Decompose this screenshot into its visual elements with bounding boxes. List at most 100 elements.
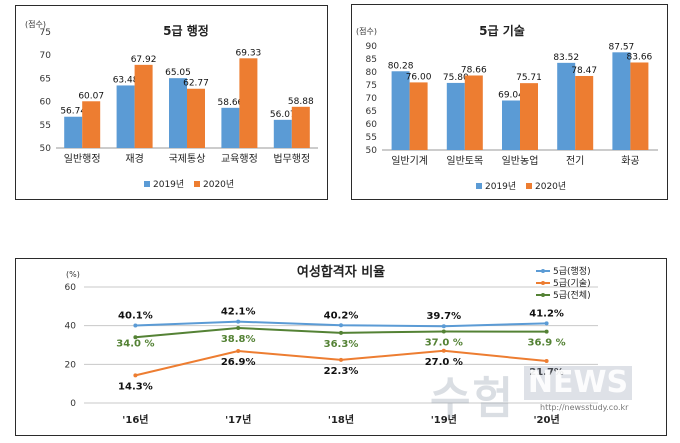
bar-2020년 bbox=[291, 106, 310, 148]
bar-2020년 bbox=[82, 101, 101, 148]
series-point bbox=[133, 323, 138, 328]
chart-panel-tech: 5급 기술 (점수) 50 55 60 65 70 75 80 85 90 80.28 76.00 일반기… bbox=[351, 4, 668, 200]
y-tick-label: 50 bbox=[366, 146, 378, 156]
series-point bbox=[544, 359, 549, 364]
legend-label: 2019년 bbox=[485, 181, 516, 192]
x-category-label: 전기 bbox=[566, 155, 584, 167]
chart-title: 5급 기술 bbox=[479, 23, 525, 38]
bar-value-label: 83.52 bbox=[553, 53, 579, 63]
bar-value-label: 56.07 bbox=[270, 110, 296, 120]
y-tick-label: 60 bbox=[366, 120, 378, 130]
bar-2019년 bbox=[612, 52, 631, 150]
bar-value-label: 67.92 bbox=[131, 55, 157, 65]
y-tick-label: 20 bbox=[65, 360, 77, 370]
y-tick-label: 40 bbox=[65, 322, 77, 332]
series-point bbox=[236, 319, 241, 324]
bar-2019년 bbox=[273, 119, 292, 148]
data-label: 27.0 % bbox=[425, 357, 463, 368]
bar-value-label: 76.00 bbox=[406, 72, 432, 82]
bar-2019년 bbox=[64, 116, 83, 148]
bar-2020년 bbox=[239, 58, 258, 148]
y-tick-label: 60 bbox=[65, 283, 77, 293]
bar-value-label: 80.28 bbox=[388, 61, 414, 71]
y-tick-label: 60 bbox=[40, 98, 52, 108]
data-label: 26.9% bbox=[221, 357, 256, 368]
series-point bbox=[441, 324, 446, 329]
legend-marker bbox=[541, 269, 545, 273]
x-category-label: '19년 bbox=[431, 413, 457, 426]
bar-2019년 bbox=[169, 78, 187, 148]
y-tick-label: 70 bbox=[366, 94, 378, 104]
y-axis-unit: (점수) bbox=[25, 19, 46, 29]
legend-marker bbox=[541, 293, 545, 297]
chart-title: 5급 행정 bbox=[163, 23, 209, 38]
series-point bbox=[544, 321, 549, 326]
bar-2019년 bbox=[557, 62, 576, 150]
x-category-label: '18년 bbox=[328, 413, 354, 426]
series-point bbox=[544, 329, 549, 334]
bar-value-label: 58.66 bbox=[218, 98, 244, 108]
bar-value-label: 69.33 bbox=[236, 48, 262, 58]
x-category-label: 일반행정 bbox=[64, 153, 101, 165]
bar-2020년 bbox=[630, 62, 649, 150]
bar-value-label: 62.77 bbox=[183, 79, 209, 89]
x-category-label: 재경 bbox=[125, 152, 143, 165]
admin-score-bar-chart: 5급 행정 (점수) 50 55 60 65 70 75 56.74 60.07 일반행정 63.48… bbox=[25, 19, 318, 190]
data-label: 41.2% bbox=[529, 308, 564, 319]
bar-value-label: 75.80 bbox=[443, 73, 469, 83]
x-category-label: 교육행정 bbox=[221, 153, 258, 165]
y-tick-label: 55 bbox=[40, 121, 51, 131]
bar-value-label: 87.57 bbox=[609, 42, 635, 52]
series-point bbox=[339, 357, 343, 362]
legend-label: 2020년 bbox=[203, 179, 234, 190]
y-tick-label: 75 bbox=[40, 28, 51, 38]
legend-label: 2019년 bbox=[153, 179, 184, 190]
legend-marker bbox=[541, 281, 545, 285]
bar-2019년 bbox=[116, 85, 135, 148]
data-label: 40.1% bbox=[118, 310, 153, 321]
y-tick-label: 0 bbox=[70, 399, 76, 409]
y-tick-label: 70 bbox=[40, 51, 52, 61]
x-category-label: 일반기계 bbox=[391, 155, 428, 167]
series-point bbox=[236, 348, 241, 353]
y-tick-label: 85 bbox=[366, 55, 377, 65]
chart-panel-female-ratio: 여성합격자 비율 (%) 0 20 40 60 '16년 '17년 '18년 '19년 '20년 40… bbox=[15, 258, 667, 436]
data-label: 14.3% bbox=[118, 381, 153, 392]
data-label: 38.8% bbox=[221, 334, 256, 345]
y-tick-label: 55 bbox=[366, 133, 377, 143]
bar-value-label: 69.04 bbox=[498, 90, 524, 100]
bar-2020년 bbox=[409, 82, 428, 150]
x-category-label: 일반농업 bbox=[502, 154, 539, 167]
bar-2020년 bbox=[464, 75, 483, 150]
x-category-label: 화공 bbox=[621, 155, 639, 167]
chart-title: 여성합격자 비율 bbox=[297, 264, 385, 280]
legend-swatch bbox=[526, 183, 532, 189]
bar-value-label: 78.47 bbox=[571, 66, 597, 76]
x-category-label: '16년 bbox=[122, 413, 148, 426]
y-axis-unit: (점수) bbox=[356, 26, 377, 36]
legend-swatch bbox=[144, 181, 150, 187]
bar-value-label: 65.05 bbox=[165, 68, 191, 78]
y-tick-label: 80 bbox=[366, 68, 378, 78]
bar-value-label: 75.71 bbox=[516, 73, 542, 83]
y-tick-label: 65 bbox=[40, 74, 51, 84]
bar-value-label: 83.66 bbox=[627, 52, 653, 62]
y-tick-label: 65 bbox=[366, 107, 377, 117]
legend-label: 5급(전체) bbox=[553, 290, 591, 301]
x-category-label: 법무행정 bbox=[273, 153, 310, 165]
x-category-label: '17년 bbox=[225, 413, 251, 426]
bar-value-label: 58.88 bbox=[288, 97, 314, 107]
legend-label: 2020년 bbox=[535, 181, 566, 192]
bar-value-label: 63.48 bbox=[113, 75, 139, 85]
x-category-label: 국제통상 bbox=[169, 153, 206, 165]
bar-value-label: 60.07 bbox=[78, 91, 104, 101]
bar-2019년 bbox=[221, 107, 240, 148]
y-tick-label: 90 bbox=[366, 42, 378, 52]
bar-2019년 bbox=[502, 100, 520, 150]
series-point bbox=[441, 348, 446, 353]
female-ratio-line-chart: 여성합격자 비율 (%) 0 20 40 60 '16년 '17년 '18년 '19년 '20년 40… bbox=[65, 264, 598, 426]
bar-2020년 bbox=[134, 64, 153, 148]
bar-2019년 bbox=[391, 71, 410, 150]
series-point bbox=[133, 373, 138, 378]
